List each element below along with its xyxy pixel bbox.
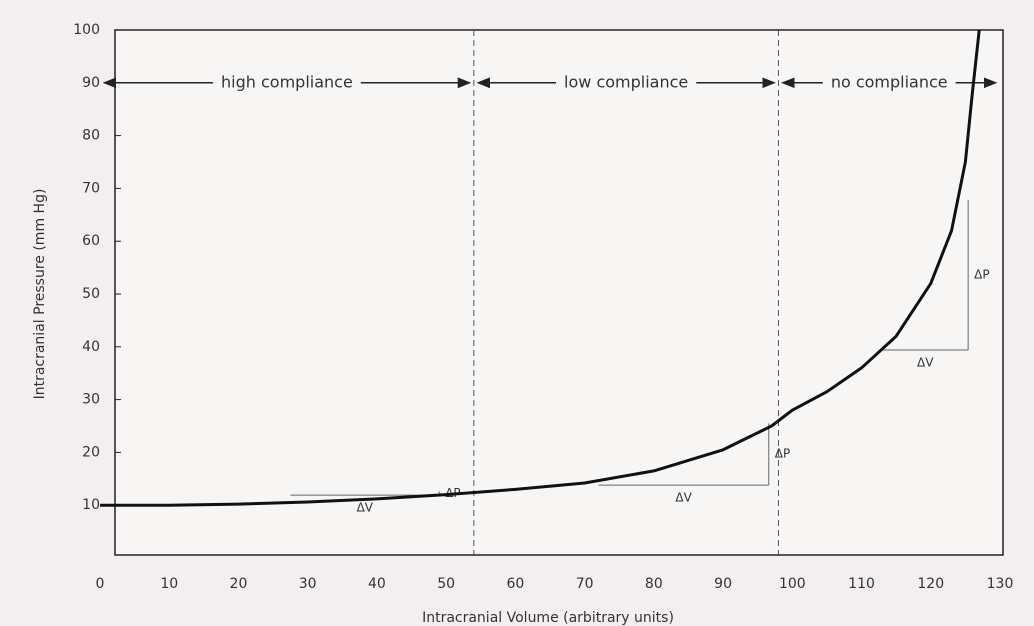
y-tick-label: 30	[82, 392, 100, 408]
delta-v-label: ΔV	[675, 491, 692, 505]
x-tick-label: 40	[368, 576, 386, 592]
region-label: low compliance	[564, 72, 688, 91]
region-label: high compliance	[221, 72, 353, 91]
x-tick-label: 10	[160, 576, 178, 592]
y-tick-label: 100	[73, 22, 100, 38]
x-tick-label: 20	[230, 576, 248, 592]
x-tick-label: 60	[506, 576, 524, 592]
delta-v-label: ΔV	[917, 355, 934, 369]
y-tick-label: 60	[82, 233, 100, 249]
x-tick-label: 50	[437, 576, 455, 592]
x-tick-label: 120	[917, 576, 944, 592]
delta-p-label: ΔP	[775, 447, 790, 461]
plot-frame	[115, 30, 1003, 555]
delta-p-label: ΔP	[974, 267, 989, 281]
y-tick-label: 80	[82, 128, 100, 144]
y-tick-label: 70	[82, 180, 100, 196]
x-tick-label: 80	[645, 576, 663, 592]
y-tick-label: 20	[82, 444, 100, 460]
x-tick-label: 110	[848, 576, 875, 592]
delta-v-label: ΔV	[357, 501, 374, 515]
y-tick-label: 10	[82, 497, 100, 513]
y-tick-label: 40	[82, 339, 100, 355]
x-tick-label: 0	[96, 576, 105, 592]
chart: Intracranial Pressure (mm Hg) Intracrani…	[0, 0, 1034, 626]
x-tick-label: 70	[576, 576, 594, 592]
x-tick-label: 90	[714, 576, 732, 592]
page: {"chart_data": {"type": "line", "xlabel"…	[0, 0, 1034, 626]
x-tick-label: 100	[779, 576, 806, 592]
y-tick-label: 90	[82, 75, 100, 91]
x-tick-label: 130	[987, 576, 1014, 592]
x-tick-label: 30	[299, 576, 317, 592]
y-tick-label: 50	[82, 286, 100, 302]
x-axis-label: Intracranial Volume (arbitrary units)	[422, 610, 674, 626]
y-axis-label: Intracranial Pressure (mm Hg)	[32, 189, 48, 400]
region-label: no compliance	[831, 72, 948, 91]
